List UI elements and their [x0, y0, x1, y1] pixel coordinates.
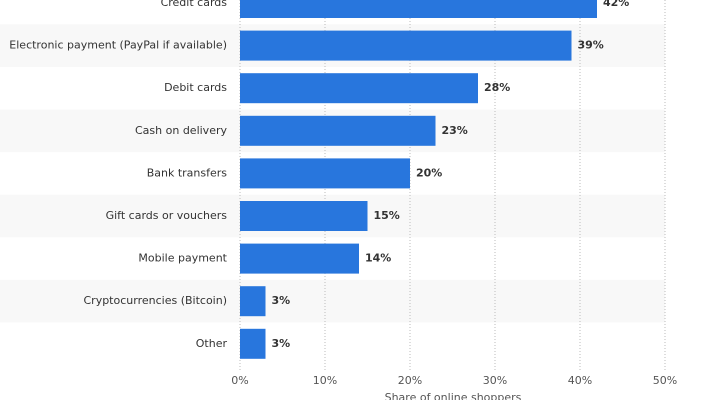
- value-label: 39%: [578, 39, 604, 52]
- row-stripe: [0, 279, 665, 323]
- x-tick-label: 50%: [653, 374, 677, 387]
- category-label: Electronic payment (PayPal if available): [9, 39, 227, 52]
- category-label: Gift cards or vouchers: [106, 209, 228, 222]
- category-label: Bank transfers: [147, 166, 228, 179]
- bar: [240, 158, 410, 189]
- category-label: Credit cards: [161, 0, 228, 9]
- category-label: Mobile payment: [138, 252, 227, 265]
- value-label: 14%: [365, 252, 391, 265]
- x-tick-label: 20%: [398, 374, 422, 387]
- value-label: 23%: [442, 124, 468, 137]
- x-tick-label: 0%: [231, 374, 248, 387]
- bar: [240, 328, 266, 359]
- x-tick-label: 10%: [313, 374, 337, 387]
- bar: [240, 73, 478, 104]
- value-label: 20%: [416, 166, 442, 179]
- value-label: 42%: [603, 0, 629, 9]
- category-label: Cash on delivery: [135, 124, 227, 137]
- bar: [240, 30, 572, 61]
- value-label: 28%: [484, 81, 510, 94]
- value-label: 3%: [272, 294, 291, 307]
- x-tick-label: 40%: [568, 374, 592, 387]
- x-axis-label: Share of online shoppers: [385, 391, 522, 400]
- category-label: Other: [196, 337, 228, 350]
- bar: [240, 115, 436, 146]
- bar: [240, 286, 266, 317]
- bar: [240, 243, 359, 274]
- bar: [240, 0, 597, 18]
- value-label: 3%: [272, 337, 291, 350]
- value-label: 15%: [374, 209, 400, 222]
- category-label: Cryptocurrencies (Bitcoin): [83, 294, 227, 307]
- category-label: Debit cards: [164, 81, 227, 94]
- x-tick-label: 30%: [483, 374, 507, 387]
- bar: [240, 201, 368, 231]
